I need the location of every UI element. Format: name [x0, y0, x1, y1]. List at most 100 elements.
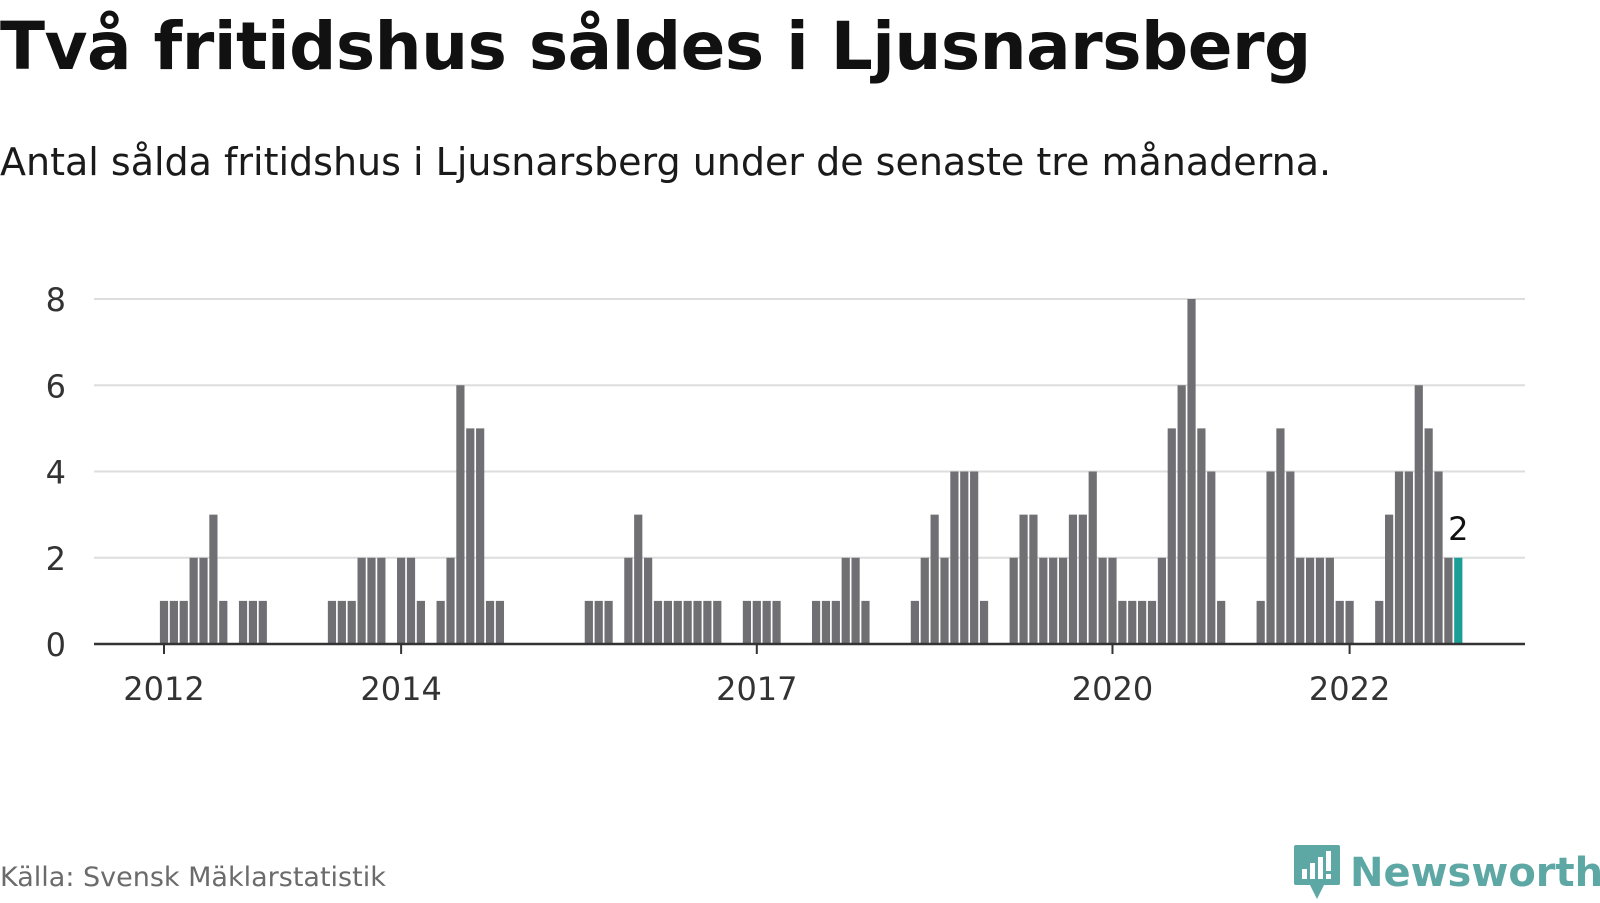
bar: [811, 600, 821, 645]
bar: [1058, 557, 1068, 644]
bar: [436, 600, 445, 645]
bar: [1375, 600, 1384, 645]
bar: [683, 600, 692, 645]
bar: [920, 557, 929, 644]
bar: [1088, 471, 1097, 644]
source-note: Källa: Svensk Mäklarstatistik: [0, 862, 386, 893]
bar: [258, 600, 267, 645]
brand-logo: Newsworthy: [1292, 843, 1600, 903]
x-tick-label: 2022: [1309, 670, 1390, 708]
bar: [713, 600, 722, 645]
bar: [1147, 600, 1157, 645]
x-tick-label: 2014: [360, 670, 441, 708]
bar: [762, 600, 771, 645]
x-tick-label: 2020: [1072, 670, 1153, 708]
bar: [1424, 428, 1433, 645]
bar: [1098, 557, 1107, 644]
bar: [1207, 471, 1216, 644]
bar: [940, 557, 949, 644]
bars: [159, 299, 1463, 645]
bar: [693, 600, 702, 645]
gridlines: [94, 298, 1525, 559]
bar: [446, 557, 455, 644]
bar: [466, 428, 475, 645]
bar: [970, 471, 979, 644]
bar: [1217, 600, 1226, 645]
y-tick-label: 4: [46, 454, 66, 492]
bar: [1404, 471, 1413, 644]
bar: [327, 600, 337, 645]
bar: [653, 600, 663, 645]
x-tick-label: 2012: [123, 670, 204, 708]
bar: [821, 600, 831, 645]
bar: [634, 514, 643, 645]
bar: [851, 557, 860, 644]
bar: [1029, 514, 1038, 645]
bar: [960, 471, 969, 644]
bar: [238, 600, 248, 645]
bar: [673, 600, 682, 645]
bar: [456, 385, 465, 644]
bar: [841, 557, 850, 644]
bar: [979, 600, 989, 645]
y-tick-label: 0: [46, 626, 66, 664]
bar: [703, 600, 712, 645]
x-axis: 2012 2014 2017 2020 2022: [94, 642, 1525, 708]
x-tick-label: 2017: [716, 670, 797, 708]
bar: [1414, 385, 1423, 644]
bar: [367, 557, 376, 644]
bar: [476, 428, 485, 645]
bar: [1434, 471, 1443, 644]
bar: [584, 600, 593, 645]
bar: [1108, 557, 1117, 644]
bar: [1009, 557, 1018, 644]
bar: [624, 557, 633, 644]
bar: [1118, 600, 1127, 645]
highlight-data-label: 2: [1448, 510, 1468, 548]
bar: [1385, 514, 1394, 645]
bar: [416, 600, 425, 645]
bar: [1039, 557, 1048, 644]
bar: [861, 600, 870, 645]
bar: [337, 600, 346, 645]
y-tick-label: 8: [46, 281, 66, 319]
bar: [209, 514, 218, 645]
bar: [1276, 428, 1285, 645]
bar: [485, 600, 495, 645]
y-tick-label: 2: [46, 540, 66, 578]
bar-highlight: [1454, 557, 1463, 644]
bar: [752, 600, 761, 645]
bar: [1167, 428, 1176, 645]
bar: [1296, 557, 1305, 644]
bar: [1177, 385, 1186, 644]
bar: [347, 600, 356, 645]
bar: [1394, 471, 1404, 644]
bar: [1078, 514, 1087, 645]
bar: [1266, 471, 1275, 644]
bar: [594, 600, 603, 645]
bar: [169, 600, 178, 645]
bar: [495, 600, 505, 645]
y-axis-ticks: 0 2 4 6 8: [46, 281, 66, 664]
bar: [248, 600, 258, 645]
y-tick-label: 6: [46, 367, 66, 405]
bar: [1335, 600, 1344, 645]
bar: [219, 600, 228, 645]
chart-subtitle: Antal sålda fritidshus i Ljusnarsberg un…: [0, 140, 1332, 184]
bar: [772, 600, 781, 645]
bar: [1444, 557, 1453, 644]
bar: [950, 471, 959, 644]
bar: [1128, 600, 1137, 645]
bar: [377, 557, 386, 644]
bar: [357, 557, 366, 644]
bar: [1157, 557, 1166, 644]
bar: [1049, 557, 1058, 644]
bar: [930, 514, 939, 645]
bar: [159, 600, 169, 645]
bar: [742, 600, 752, 645]
bar: [604, 600, 613, 645]
bar: [179, 600, 188, 645]
bar: [1256, 600, 1265, 645]
bar: [1325, 557, 1334, 644]
bar: [663, 600, 672, 645]
